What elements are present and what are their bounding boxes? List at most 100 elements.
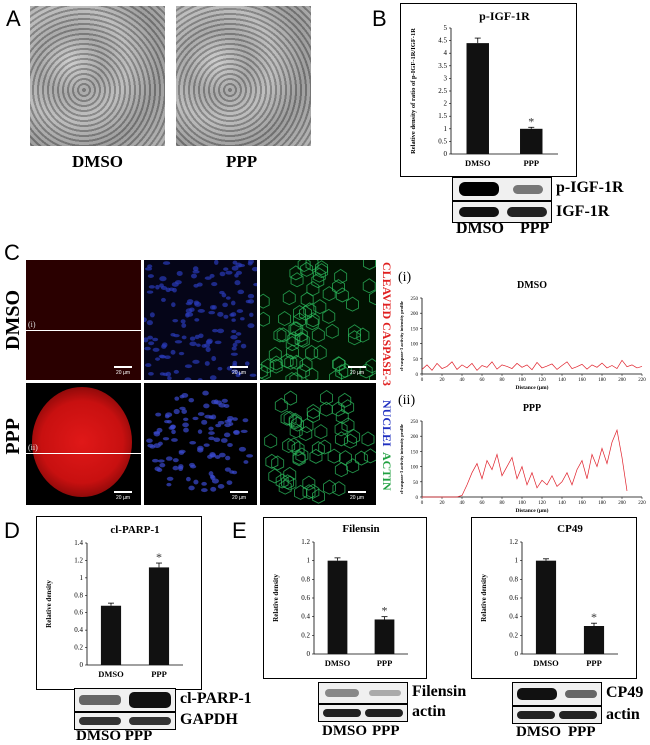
scale-bar — [114, 366, 132, 368]
nucleus — [157, 459, 165, 463]
actin-cell-outline — [282, 290, 296, 306]
nucleus — [185, 308, 193, 314]
nucleus — [160, 286, 168, 290]
nucleus — [210, 414, 217, 420]
nucleus — [197, 429, 203, 434]
nucleus — [225, 296, 231, 300]
nucleus — [185, 312, 194, 317]
nucleus — [230, 352, 238, 356]
y-tick-label: 0 — [416, 373, 419, 378]
x-tick-label: 160 — [578, 501, 586, 506]
nucleus — [192, 359, 200, 364]
y-tick-label: 3 — [444, 74, 448, 82]
nucleus — [226, 480, 233, 485]
nucleus — [165, 456, 173, 461]
nucleus — [223, 314, 229, 319]
nucleus — [231, 265, 239, 271]
actin-cell-outline — [303, 302, 317, 318]
blot-label-cl-parp-1: cl-PARP-1 — [180, 690, 252, 707]
actin-cell-outline — [278, 310, 292, 326]
y-tick-label: 0.4 — [301, 613, 310, 621]
actin-cell-outline — [365, 358, 376, 374]
scale-text: 20 µm — [116, 370, 130, 376]
actin-cell-outline — [341, 417, 355, 433]
blot-label-p-igf-1r: p-IGF-1R — [556, 179, 624, 196]
actin-cell-outline — [275, 473, 289, 489]
y-tick-label: 1 — [515, 557, 519, 565]
y-tick-label: 3.5 — [438, 62, 447, 70]
nucleus — [189, 341, 197, 347]
actin-cell-outline — [322, 479, 336, 495]
nucleus — [229, 313, 235, 317]
nucleus — [244, 361, 250, 366]
actin-cell-outline — [305, 315, 319, 331]
x-tick-label: 180 — [598, 378, 606, 383]
y-tick-label: 2.5 — [438, 87, 447, 95]
actin-cell-outline — [315, 263, 329, 279]
band-actin-2-ppp — [559, 711, 597, 719]
nucleus — [192, 416, 199, 421]
significance-marker: * — [382, 604, 388, 618]
panel-letter-e: E — [232, 518, 247, 543]
actin-cell-outline — [300, 291, 314, 307]
nucleus — [201, 488, 208, 493]
x-category-label: PPP — [586, 658, 602, 668]
band-actin-2-dmso — [517, 711, 555, 719]
x-tick-label: 220 — [638, 501, 646, 506]
nucleus — [152, 337, 159, 342]
y-axis-label: Relative density — [45, 580, 53, 628]
actin-cell-outline — [311, 273, 325, 289]
nucleus — [238, 446, 247, 452]
label-a-ppp: PPP — [226, 152, 258, 171]
nucleus — [235, 332, 242, 336]
actin-cell-outline — [287, 437, 301, 453]
confocal-dmso-actin: 20 µm — [260, 260, 376, 380]
scale-text: 20 µm — [116, 495, 130, 501]
y-tick-label: 50 — [413, 358, 419, 363]
bar-chart-cp49: CP49 0 0.2 0.4 0.6 0.8 1 1.2 Relative density DMS… — [480, 523, 618, 668]
intensity-profile-line — [421, 359, 643, 371]
nucleus — [159, 276, 167, 282]
nucleus — [161, 344, 167, 349]
y-tick-label: 0 — [416, 496, 419, 501]
nucleus — [240, 343, 247, 349]
actin-cell-outline — [311, 441, 325, 457]
nucleus — [194, 318, 200, 322]
y-tick-label: 1.2 — [301, 538, 310, 546]
actin-cell-outline — [306, 483, 320, 499]
nucleus — [208, 310, 216, 315]
nucleus — [214, 260, 219, 265]
nucleus — [154, 466, 161, 471]
y-tick-label: 1 — [80, 574, 84, 582]
y-tick-label: 0.6 — [301, 594, 310, 602]
nucleus — [204, 343, 211, 348]
actin-cell-outline — [297, 260, 311, 273]
nucleus — [214, 455, 221, 459]
actin-cell-outline — [290, 321, 304, 337]
band-actin-1-ppp — [365, 709, 403, 717]
bar-ppp — [583, 626, 605, 654]
y-tick-label: 0.4 — [74, 626, 83, 634]
nucleus — [218, 403, 226, 408]
actin-cell-outline — [291, 416, 304, 432]
actin-cell-outline — [291, 441, 305, 457]
actin-cell-outline — [332, 279, 345, 295]
y-tick-label: 200 — [411, 435, 419, 440]
nucleus — [147, 264, 153, 269]
actin-cell-outline — [284, 354, 298, 370]
x-tick-label: 20 — [440, 501, 446, 506]
y-axis-label: cl-caspase-3 activity intensity profile — [399, 424, 404, 494]
y-tick-label: 0 — [80, 661, 84, 669]
nucleus — [248, 260, 254, 264]
y-tick-label: 4.5 — [438, 37, 447, 45]
chart-box-e-filensin: Filensin 0 0.2 0.4 0.6 0.8 1 1.2 Relative densit… — [263, 517, 427, 679]
y-tick-label: 1.4 — [74, 539, 83, 547]
nucleus — [172, 465, 179, 471]
actin-cell-outline — [296, 332, 310, 348]
nucleus — [153, 431, 161, 435]
y-axis-label: Relative density — [480, 574, 488, 622]
y-tick-label: 4 — [444, 49, 448, 57]
actin-cell-outline — [311, 327, 325, 343]
actin-cell-outline — [313, 299, 327, 315]
